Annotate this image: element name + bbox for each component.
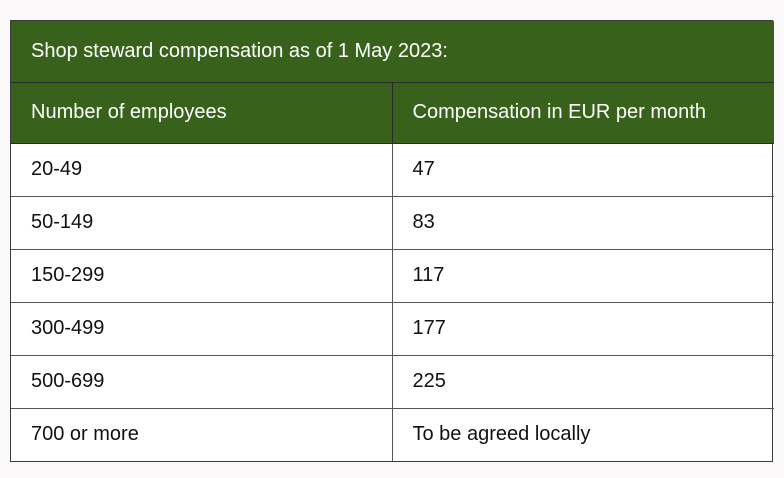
column-header-compensation: Compensation in EUR per month <box>391 82 775 144</box>
compensation-table: Shop steward compensation as of 1 May 20… <box>11 21 775 461</box>
table-title-row: Shop steward compensation as of 1 May 20… <box>11 21 775 83</box>
table-row: 50-149 83 <box>11 196 775 250</box>
employees-cell: 500-699 <box>11 355 392 409</box>
employees-cell: 150-299 <box>11 249 392 303</box>
table-row: 20-49 47 <box>11 143 775 197</box>
employees-cell: 300-499 <box>11 302 392 356</box>
table-row: 700 or more To be agreed locally <box>11 408 775 461</box>
compensation-cell: 117 <box>391 249 775 303</box>
employees-cell: 20-49 <box>11 143 392 197</box>
table-row: 150-299 117 <box>11 249 775 303</box>
compensation-cell: 83 <box>391 196 775 250</box>
compensation-cell: To be agreed locally <box>391 408 775 461</box>
compensation-cell: 47 <box>391 143 775 197</box>
table-title: Shop steward compensation as of 1 May 20… <box>11 21 775 83</box>
table-header-row: Number of employees Compensation in EUR … <box>11 82 775 144</box>
table-row: 500-699 225 <box>11 355 775 409</box>
compensation-cell: 225 <box>391 355 775 409</box>
employees-cell: 50-149 <box>11 196 392 250</box>
column-header-employees: Number of employees <box>11 82 392 144</box>
compensation-table-container: Shop steward compensation as of 1 May 20… <box>10 20 775 462</box>
employees-cell: 700 or more <box>31 423 139 446</box>
table-row: 300-499 177 <box>11 302 775 356</box>
compensation-cell: 177 <box>391 302 775 356</box>
